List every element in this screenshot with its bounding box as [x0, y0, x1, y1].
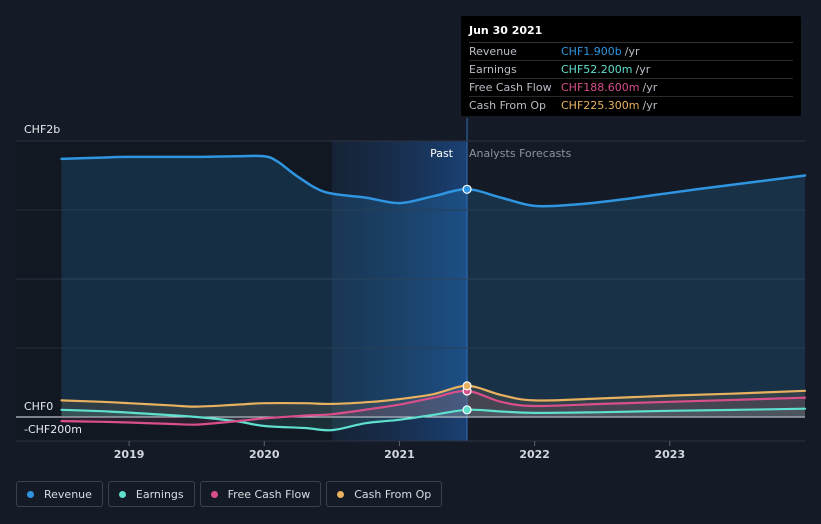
series-area-earnings: [61, 408, 805, 431]
y-tick-zero-label: CHF0: [24, 400, 53, 413]
legend-dot-icon: [210, 490, 218, 498]
series-line-free-cash-flow: [60, 389, 807, 426]
legend-item-revenue[interactable]: Revenue: [16, 481, 103, 507]
y-tick-bottom-label: -CHF200m: [24, 423, 82, 436]
tooltip-row: Earnings CHF52.200m/yr: [469, 61, 793, 79]
tooltip-row: Free Cash Flow CHF188.600m/yr: [469, 79, 793, 97]
past-dim-region: [16, 141, 332, 441]
tooltip: Jun 30 2021 Revenue CHF1.900b/yr Earnings C…: [461, 16, 801, 116]
y-tick-top-label: CHF2b: [24, 123, 60, 136]
tooltip-row: Revenue CHF1.900b/yr: [469, 43, 793, 61]
tooltip-row-name: Free Cash Flow: [469, 81, 552, 94]
marker-earnings[interactable]: [462, 405, 472, 415]
legend-label: Free Cash Flow: [227, 487, 311, 501]
tooltip-row-name: Revenue: [469, 45, 517, 58]
marker-cash-from-op[interactable]: [462, 381, 472, 391]
x-tick-label: 2022: [519, 448, 550, 461]
forecast-label: Analysts Forecasts: [469, 147, 572, 160]
legend-dot-icon: [27, 490, 34, 498]
tooltip-date: Jun 30 2021: [469, 24, 793, 43]
tooltip-row-value: CHF225.300m: [561, 99, 640, 112]
legend: Revenue Earnings Free Cash Flow Cash From O…: [16, 481, 443, 507]
tooltip-row-unit: /yr: [624, 45, 640, 58]
tooltip-row-unit: /yr: [642, 99, 658, 112]
tooltip-row-value: CHF52.200m: [561, 63, 633, 76]
legend-label: Cash From Op: [354, 487, 432, 501]
legend-dot-icon: [337, 490, 345, 498]
x-tick-label: 2019: [114, 448, 145, 461]
tooltip-row: Cash From Op CHF225.300m/yr: [469, 97, 793, 114]
x-tick-label: 2020: [249, 448, 280, 461]
legend-item-earnings[interactable]: Earnings: [107, 481, 195, 507]
marker-revenue[interactable]: [462, 184, 472, 194]
tooltip-row-value: CHF1.900b: [561, 45, 622, 58]
series-line-cash-from-op: [60, 384, 807, 408]
x-tick-label: 2023: [655, 448, 686, 461]
past-label: Past: [430, 147, 454, 160]
legend-item-free-cash-flow[interactable]: Free Cash Flow: [199, 481, 322, 507]
legend-label: Earnings: [135, 487, 184, 501]
tooltip-row-unit: /yr: [642, 81, 658, 94]
series-line-earnings: [60, 407, 807, 432]
series-area-free-cash-flow: [61, 390, 805, 425]
x-tick-label: 2021: [384, 448, 415, 461]
legend-item-cash-from-op[interactable]: Cash From Op: [326, 481, 443, 507]
tooltip-row-unit: /yr: [635, 63, 651, 76]
legend-label: Revenue: [44, 487, 92, 501]
tooltip-row-name: Earnings: [469, 63, 517, 76]
series-area-cash-from-op: [61, 385, 805, 417]
series-area-revenue: [61, 155, 805, 417]
tooltip-row-value: CHF188.600m: [561, 81, 640, 94]
legend-dot-icon: [118, 490, 126, 498]
tooltip-row-name: Cash From Op: [469, 99, 547, 112]
series-line-revenue: [60, 154, 807, 208]
